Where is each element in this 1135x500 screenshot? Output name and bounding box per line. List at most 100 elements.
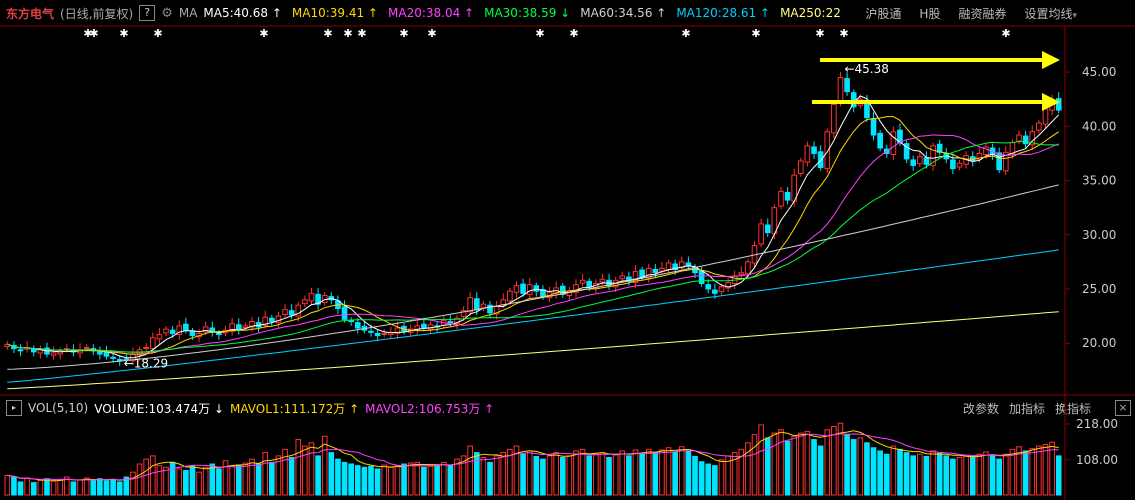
volume-bar	[573, 450, 579, 496]
candle-body	[302, 299, 308, 305]
candle-body	[427, 324, 434, 330]
volume-bar	[1049, 441, 1055, 496]
candle-body	[315, 293, 321, 305]
candle-body	[374, 332, 381, 337]
event-marker-icon: ✱	[83, 27, 92, 40]
volume-bar	[526, 450, 533, 496]
volume-bar	[712, 465, 718, 496]
volume-bar	[57, 478, 64, 496]
volume-bar	[593, 453, 599, 496]
candle-body	[275, 315, 282, 324]
price-annotation: ←18.29	[124, 357, 168, 371]
ma-line-ma250	[7, 311, 1059, 390]
yellow-arrow-head	[1042, 51, 1060, 69]
close-icon[interactable]: ×	[1115, 400, 1131, 416]
volume-bar	[77, 479, 83, 496]
candle-body	[632, 271, 639, 283]
switch-indicator-button[interactable]: 换指标	[1054, 402, 1091, 416]
candle-body	[573, 284, 579, 293]
dropdown-icon[interactable]: ▾	[1072, 11, 1077, 21]
adjust-mode[interactable]: (日线,前复权)	[60, 6, 134, 21]
candle-body	[917, 156, 923, 165]
volume-bar	[394, 465, 401, 496]
header-link-3[interactable]: 设置均线▾	[1024, 7, 1077, 21]
expand-icon[interactable]: ▸	[6, 400, 22, 416]
candle-body	[1029, 131, 1036, 146]
volume-bar	[520, 453, 526, 496]
volume-header: ▸ VOL(5,10) VOLUME:103.474万 ↓ MAVOL1:111…	[0, 398, 1135, 418]
ma-value-ma60: MA60:34.56 ↑	[580, 6, 667, 20]
volume-bar	[249, 458, 255, 496]
candle-body	[123, 358, 130, 361]
event-marker-icon: ✱	[535, 27, 544, 40]
volume-bar	[242, 462, 249, 496]
header-link-0[interactable]: 沪股通	[865, 7, 902, 21]
candle-body	[645, 267, 652, 279]
change-params-button[interactable]: 改参数	[962, 402, 999, 416]
volume-bar	[824, 429, 831, 496]
volume-bar	[599, 452, 606, 496]
candle-body	[487, 304, 493, 314]
candle-body	[1055, 98, 1062, 111]
volume-bar	[698, 461, 705, 496]
candle-body	[229, 323, 235, 332]
candle-body	[877, 132, 883, 149]
volume-bar	[831, 426, 837, 496]
volume-bar	[850, 439, 857, 496]
volume-bar	[890, 445, 897, 496]
help-button[interactable]: ?	[139, 5, 156, 21]
candle-body	[50, 352, 57, 356]
volume-bar	[844, 434, 850, 496]
volume-bar	[870, 447, 877, 496]
volume-bar	[189, 465, 196, 496]
volume-bar	[764, 437, 771, 496]
volume-bar	[262, 452, 269, 496]
vol-label: VOL(5,10)	[28, 401, 89, 415]
volume-bar	[705, 463, 712, 496]
volume-bar	[500, 452, 507, 496]
add-indicator-button[interactable]: 加指标	[1008, 402, 1045, 416]
event-marker-icon: ✱	[153, 27, 162, 40]
candle-body	[103, 351, 110, 357]
candle-body	[460, 310, 467, 318]
volume-bar	[1036, 445, 1042, 496]
volume-bar	[626, 455, 632, 496]
volume-bar	[903, 452, 910, 496]
volume-bar	[718, 459, 725, 496]
ma-line-ma60	[7, 184, 1059, 370]
volume-bar	[388, 466, 394, 496]
volume-bar	[632, 449, 639, 496]
header-link-2[interactable]: 融资融券	[958, 7, 1007, 21]
candle-body	[176, 325, 183, 336]
volume-bar	[454, 458, 460, 496]
volume-bar	[202, 466, 209, 496]
candle-body	[507, 290, 513, 302]
candle-body	[242, 325, 249, 328]
volume-bar	[645, 448, 652, 496]
volume-bar	[30, 482, 37, 496]
volume-bar	[864, 442, 870, 496]
volume-bar	[745, 442, 751, 496]
volume-bar	[288, 457, 295, 496]
volume-bar	[692, 456, 698, 496]
candle-body	[930, 145, 936, 166]
volume-bar	[930, 450, 936, 496]
event-marker-icon: ✱	[427, 27, 436, 40]
ma-line-ma120	[7, 249, 1059, 383]
ma-value-ma30: MA30:38.59 ↓	[484, 6, 571, 20]
event-marker-icon: ✱	[119, 27, 128, 40]
volume-bar	[235, 464, 242, 496]
volume-bar	[169, 461, 176, 496]
header-link-1[interactable]: H股	[919, 7, 941, 21]
volume-bar	[758, 424, 764, 496]
candle-body	[447, 321, 454, 324]
candle-body	[116, 358, 123, 362]
volume-bar	[103, 480, 110, 496]
volume-bar	[64, 476, 70, 496]
volume-bar	[83, 477, 90, 496]
candle-body	[678, 261, 685, 269]
volume-bar	[110, 478, 116, 496]
candle-body	[1022, 135, 1029, 145]
gear-icon[interactable]: ⚙	[161, 5, 173, 21]
